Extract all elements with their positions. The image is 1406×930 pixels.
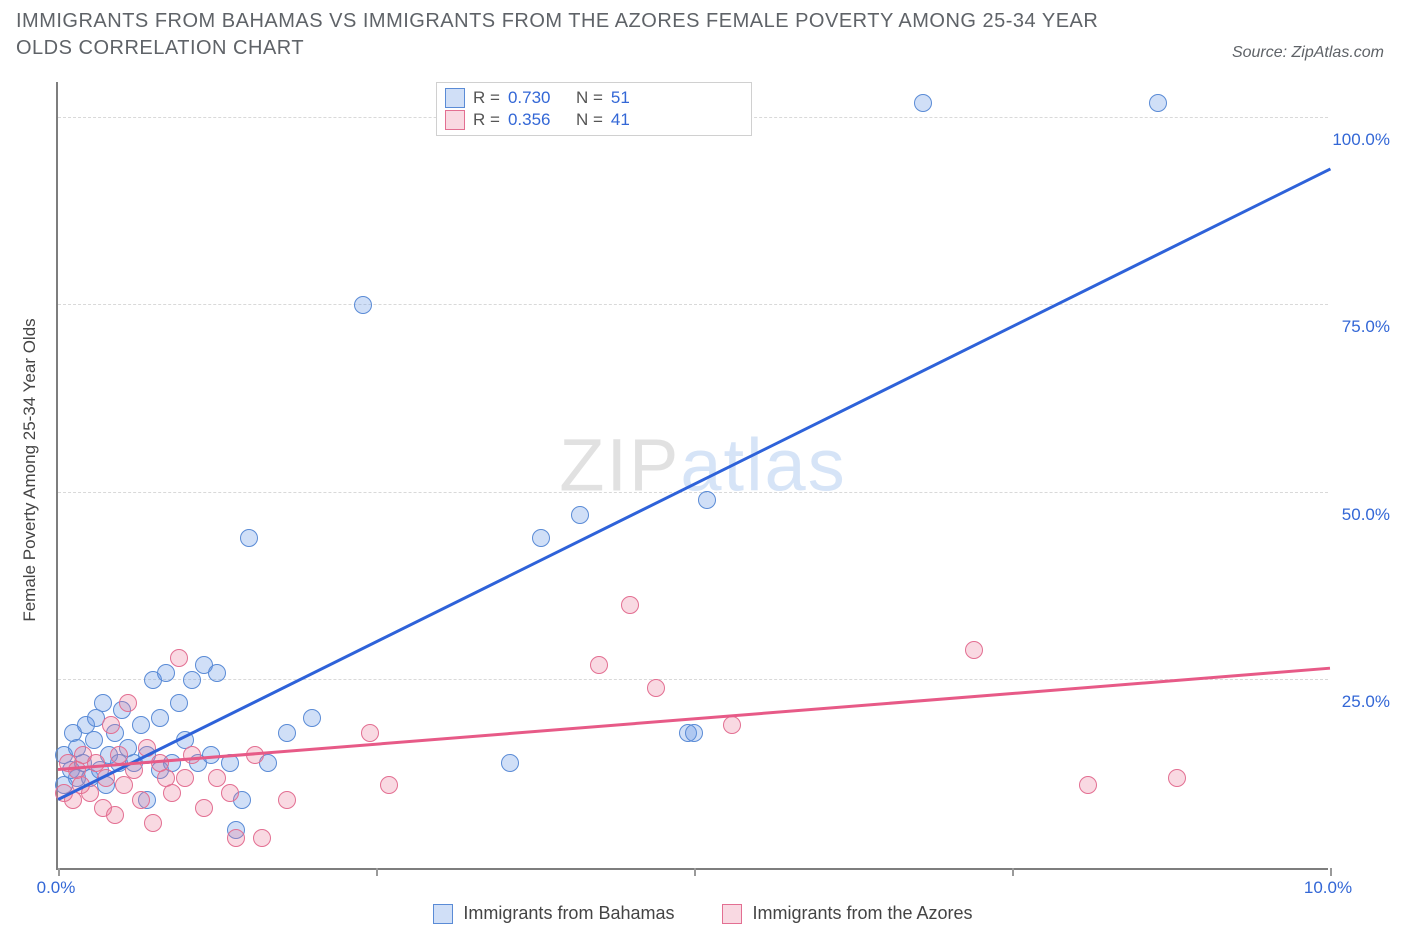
source-label: Source: ZipAtlas.com [1232, 44, 1384, 62]
x-tick [1330, 868, 1332, 876]
data-point [144, 814, 162, 832]
y-axis-label: Female Poverty Among 25-34 Year Olds [20, 318, 40, 621]
legend-row-azores: R = 0.356 N = 41 [445, 109, 743, 131]
data-point [170, 649, 188, 667]
legend-item-bahamas: Immigrants from Bahamas [433, 903, 674, 924]
x-tick [376, 868, 378, 876]
data-point [253, 829, 271, 847]
x-tick [58, 868, 60, 876]
legend-label: Immigrants from Bahamas [463, 903, 674, 924]
swatch-bahamas-icon [433, 904, 453, 924]
data-point [965, 641, 983, 659]
data-point [501, 754, 519, 772]
data-point [195, 799, 213, 817]
data-point [723, 716, 741, 734]
data-point [151, 709, 169, 727]
trend-line [58, 667, 1330, 771]
data-point [1149, 94, 1167, 112]
data-point [647, 679, 665, 697]
data-point [1079, 776, 1097, 794]
data-point [94, 694, 112, 712]
data-point [176, 769, 194, 787]
data-point [303, 709, 321, 727]
swatch-bahamas-icon [445, 88, 465, 108]
x-tick [694, 868, 696, 876]
data-point [914, 94, 932, 112]
data-point [119, 694, 137, 712]
gridline [58, 492, 1328, 493]
data-point [1168, 769, 1186, 787]
swatch-azores-icon [445, 110, 465, 130]
data-point [380, 776, 398, 794]
data-point [246, 746, 264, 764]
trend-line [57, 168, 1330, 801]
series-legend: Immigrants from Bahamas Immigrants from … [0, 903, 1406, 924]
data-point [115, 776, 133, 794]
y-tick-label: 50.0% [1342, 505, 1390, 525]
data-point [532, 529, 550, 547]
gridline [58, 679, 1328, 680]
data-point [227, 829, 245, 847]
legend-label: Immigrants from the Azores [752, 903, 972, 924]
scatter-plot [56, 82, 1328, 870]
data-point [698, 491, 716, 509]
data-point [621, 596, 639, 614]
data-point [106, 806, 124, 824]
stats-legend: R = 0.730 N = 51 R = 0.356 N = 41 [436, 82, 752, 136]
data-point [361, 724, 379, 742]
x-tick [1012, 868, 1014, 876]
data-point [183, 671, 201, 689]
data-point [590, 656, 608, 674]
data-point [685, 724, 703, 742]
data-point [571, 506, 589, 524]
data-point [102, 716, 120, 734]
data-point [240, 529, 258, 547]
data-point [221, 784, 239, 802]
y-tick-label: 75.0% [1342, 317, 1390, 337]
x-tick-label: 10.0% [1304, 878, 1352, 898]
data-point [132, 716, 150, 734]
x-tick-label: 0.0% [37, 878, 76, 898]
data-point [170, 694, 188, 712]
data-point [354, 296, 372, 314]
data-point [278, 791, 296, 809]
data-point [208, 664, 226, 682]
gridline [58, 304, 1328, 305]
y-tick-label: 100.0% [1332, 130, 1390, 150]
legend-row-bahamas: R = 0.730 N = 51 [445, 87, 743, 109]
y-tick-label: 25.0% [1342, 692, 1390, 712]
chart-title: IMMIGRANTS FROM BAHAMAS VS IMMIGRANTS FR… [16, 8, 1136, 62]
data-point [183, 746, 201, 764]
data-point [278, 724, 296, 742]
swatch-azores-icon [722, 904, 742, 924]
data-point [157, 664, 175, 682]
legend-item-azores: Immigrants from the Azores [722, 903, 972, 924]
data-point [208, 769, 226, 787]
data-point [163, 784, 181, 802]
data-point [132, 791, 150, 809]
